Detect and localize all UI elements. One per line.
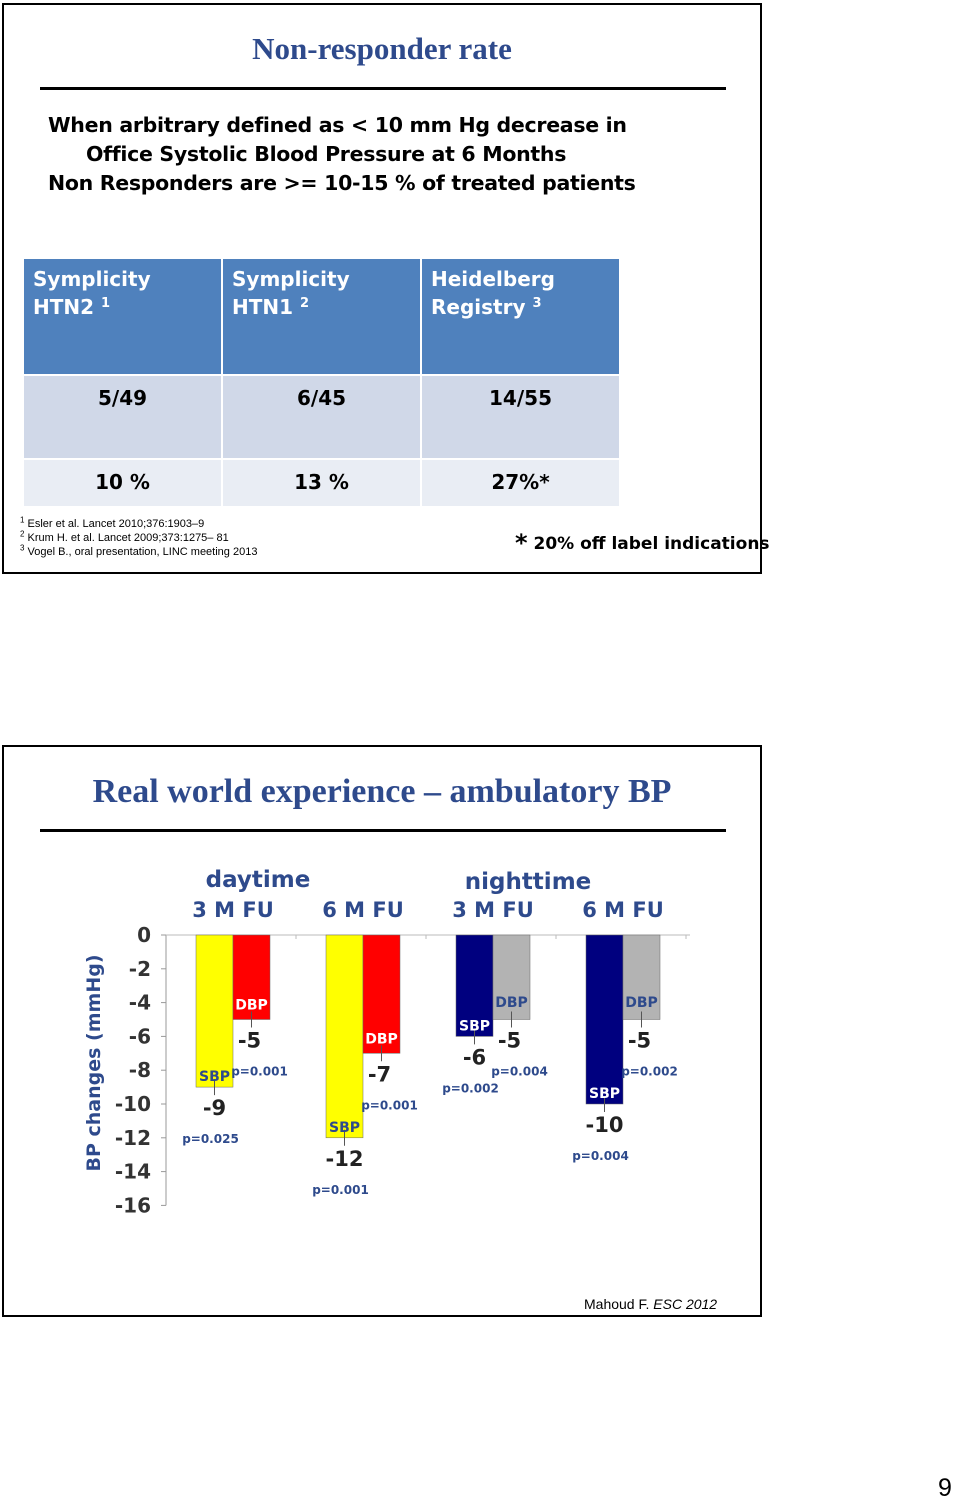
bar [362, 934, 401, 1054]
p-value-label: p=0.004 [572, 1149, 629, 1163]
series-label: SBP [199, 1069, 230, 1085]
data-label: -5 [498, 1029, 521, 1053]
period-label: daytime [206, 867, 311, 893]
intro-line: Non Responders are >= 10-15 % of treated… [48, 171, 636, 195]
y-tick-label: -10 [115, 1092, 151, 1116]
bar [585, 934, 624, 1105]
data-label: -6 [463, 1045, 486, 1069]
series-label: SBP [459, 1018, 490, 1034]
group-label: 6 M FU [322, 898, 404, 922]
data-label: -7 [368, 1062, 391, 1086]
table-header-cell: Symplicity HTN2 1 [22, 257, 223, 376]
page-number: 9 [938, 1474, 952, 1502]
group-label: 3 M FU [452, 898, 534, 922]
data-label: -10 [586, 1113, 624, 1137]
intro-text: When arbitrary defined as < 10 mm Hg dec… [48, 111, 668, 198]
y-tick-label: -16 [115, 1193, 151, 1217]
data-label: -5 [628, 1029, 651, 1053]
reference-item: 1 Esler et al. Lancet 2010;376:1903–9 [20, 515, 205, 530]
p-value-label: p=0.004 [491, 1065, 548, 1079]
reference-item: 2 Krum H. et al. Lancet 2009;373:1275– 8… [20, 529, 229, 544]
y-tick-label: -6 [129, 1024, 151, 1048]
p-value-label: p=0.002 [442, 1081, 499, 1095]
p-value-label: p=0.001 [361, 1098, 418, 1112]
table-cell: 5/49 [22, 374, 223, 460]
reference-item: 3 Vogel B., oral presentation, LINC meet… [20, 543, 258, 558]
p-value-label: p=0.001 [231, 1065, 288, 1079]
table-cell: 14/55 [420, 374, 621, 460]
p-value-label: p=0.002 [621, 1065, 678, 1079]
non-responder-table: Symplicity HTN2 1 Symplicity HTN1 2 Heid… [22, 257, 621, 508]
y-tick-label: -4 [129, 991, 151, 1015]
table-header-row: Symplicity HTN2 1 Symplicity HTN1 2 Heid… [22, 257, 621, 376]
data-label: -5 [238, 1029, 261, 1053]
bp-chart: 0 -2 -4 -6 -8 -10 -12 -14 -16 BP changes (mmHg) da… [83, 867, 690, 1217]
table-header-cell: Heidelberg Registry 3 [420, 257, 621, 376]
table-cell: 10 % [22, 458, 223, 508]
y-tick-label: -12 [115, 1126, 151, 1150]
table-row: 5/49 6/45 14/55 [22, 374, 621, 460]
slide-ambulatory-bp: Real world experience – ambulatory BP 0 -… [2, 745, 762, 1317]
y-tick-label: 0 [137, 923, 151, 947]
y-tick-label: -2 [129, 957, 151, 981]
period-label: nighttime [465, 869, 592, 895]
y-tick-label: -8 [129, 1058, 151, 1082]
bar [325, 934, 364, 1139]
y-tick-label: -14 [115, 1160, 151, 1184]
intro-line: When arbitrary defined as < 10 mm Hg dec… [48, 113, 627, 137]
series-label: DBP [235, 998, 268, 1014]
intro-line: Office Systolic Blood Pressure at 6 Mont… [86, 142, 567, 166]
data-label: -9 [203, 1096, 226, 1120]
bar [195, 934, 234, 1088]
title-divider [40, 829, 726, 832]
table-row: 10 % 13 % 27%* [22, 458, 621, 508]
group-label: 3 M FU [192, 898, 274, 922]
table-cell: 6/45 [221, 374, 422, 460]
series-label: DBP [495, 995, 528, 1011]
series-label: SBP [329, 1120, 360, 1136]
p-value-label: p=0.001 [312, 1183, 369, 1197]
table-cell: 27%* [420, 458, 621, 508]
title-divider [40, 87, 726, 90]
bar [492, 934, 531, 1020]
references: 1 Esler et al. Lancet 2010;376:1903–9 2 … [20, 515, 258, 559]
p-value-label: p=0.025 [182, 1132, 239, 1146]
bar [455, 934, 494, 1037]
series-label: SBP [589, 1086, 620, 1102]
bar [232, 934, 271, 1020]
slide-title: Real world experience – ambulatory BP [92, 773, 672, 810]
table-header-cell: Symplicity HTN1 2 [221, 257, 422, 376]
slide-title: Non-responder rate [252, 31, 512, 66]
series-label: DBP [365, 1031, 398, 1047]
table-cell: 13 % [221, 458, 422, 508]
off-label-footnote: * 20% off label indications [515, 529, 770, 557]
data-label: -12 [326, 1147, 364, 1171]
y-axis-label: BP changes (mmHg) [83, 954, 105, 1171]
slide-non-responder-rate: Non-responder rate When arbitrary define… [2, 3, 770, 574]
series-label: DBP [625, 995, 658, 1011]
credit: Mahoud F. ESC 2012 [584, 1296, 718, 1312]
group-label: 6 M FU [582, 898, 664, 922]
